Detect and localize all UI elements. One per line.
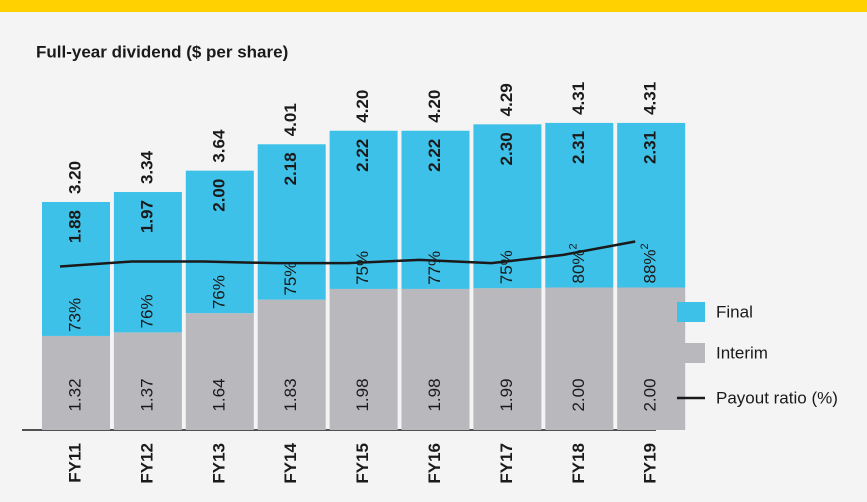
value-label: 2.30 xyxy=(497,132,516,165)
bar-segment xyxy=(42,335,110,430)
total-label: 3.34 xyxy=(137,150,156,184)
bar-segment xyxy=(257,299,326,430)
value-label: 1.98 xyxy=(353,378,372,411)
payout-label: 76% xyxy=(209,275,228,309)
value-label: 2.31 xyxy=(569,131,588,164)
legend-label: Interim xyxy=(716,343,768,362)
x-tick-label: FY17 xyxy=(497,443,516,484)
value-label: 2.22 xyxy=(353,139,372,172)
payout-label: 75% xyxy=(497,250,516,284)
x-tick-label: FY13 xyxy=(209,443,228,484)
value-label: 1.32 xyxy=(65,378,84,411)
x-tick-label: FY15 xyxy=(353,443,372,484)
total-label: 3.64 xyxy=(209,129,228,163)
total-label: 4.29 xyxy=(497,83,516,116)
footnote-mark: 2 xyxy=(639,243,651,249)
bar-segment xyxy=(617,122,686,288)
total-label: 4.31 xyxy=(569,82,588,115)
bar-segment xyxy=(42,202,110,336)
value-label: 2.00 xyxy=(209,179,228,212)
x-tick-label: FY18 xyxy=(569,443,588,484)
bar-segment xyxy=(545,287,614,430)
footnote-mark: 2 xyxy=(567,243,579,249)
x-tick-label: FY12 xyxy=(137,443,156,484)
bar-segment xyxy=(185,170,254,314)
value-label: 2.22 xyxy=(425,139,444,172)
bar-segment xyxy=(473,288,542,430)
bar-segment xyxy=(401,288,470,430)
bar-segment xyxy=(545,122,614,288)
payout-label: 76% xyxy=(137,294,156,328)
payout-label: 77% xyxy=(425,251,444,285)
bar-segment xyxy=(329,288,398,430)
value-label: 2.31 xyxy=(641,131,660,164)
top-band xyxy=(0,0,867,12)
bar-segment xyxy=(113,332,182,430)
value-label: 1.88 xyxy=(65,210,84,243)
bar-segment xyxy=(257,144,326,300)
total-label: 4.20 xyxy=(353,90,372,123)
value-label: 2.00 xyxy=(569,378,588,411)
total-label: 4.01 xyxy=(281,103,300,136)
chart-title: Full-year dividend ($ per share) xyxy=(36,42,288,61)
payout-line xyxy=(59,240,636,268)
x-tick-label: FY14 xyxy=(281,442,300,483)
payout-label: 75% xyxy=(353,251,372,285)
legend-label: Payout ratio (%) xyxy=(716,388,838,407)
value-label: 2.18 xyxy=(281,152,300,185)
bar-segment xyxy=(617,287,686,430)
value-label: 1.97 xyxy=(137,200,156,233)
bar-segment xyxy=(185,313,254,430)
x-tick-label: FY19 xyxy=(641,443,660,484)
payout-label: 73% xyxy=(65,298,84,332)
value-label: 2.00 xyxy=(641,378,660,411)
payout-label: 75% xyxy=(281,262,300,296)
value-label: 1.37 xyxy=(137,378,156,411)
legend-swatch xyxy=(677,302,705,322)
total-label: 4.31 xyxy=(641,82,660,115)
x-tick-label: FY11 xyxy=(65,443,84,483)
total-label: 3.20 xyxy=(65,161,84,194)
value-label: 1.99 xyxy=(497,378,516,411)
value-label: 1.64 xyxy=(209,378,228,411)
payout-label: 88%2 xyxy=(639,243,660,283)
legend-label: Final xyxy=(716,302,753,321)
total-label: 4.20 xyxy=(425,90,444,123)
value-label: 1.98 xyxy=(425,378,444,411)
x-tick-label: FY16 xyxy=(425,443,444,484)
value-label: 1.83 xyxy=(281,378,300,411)
legend-swatch xyxy=(677,343,705,363)
